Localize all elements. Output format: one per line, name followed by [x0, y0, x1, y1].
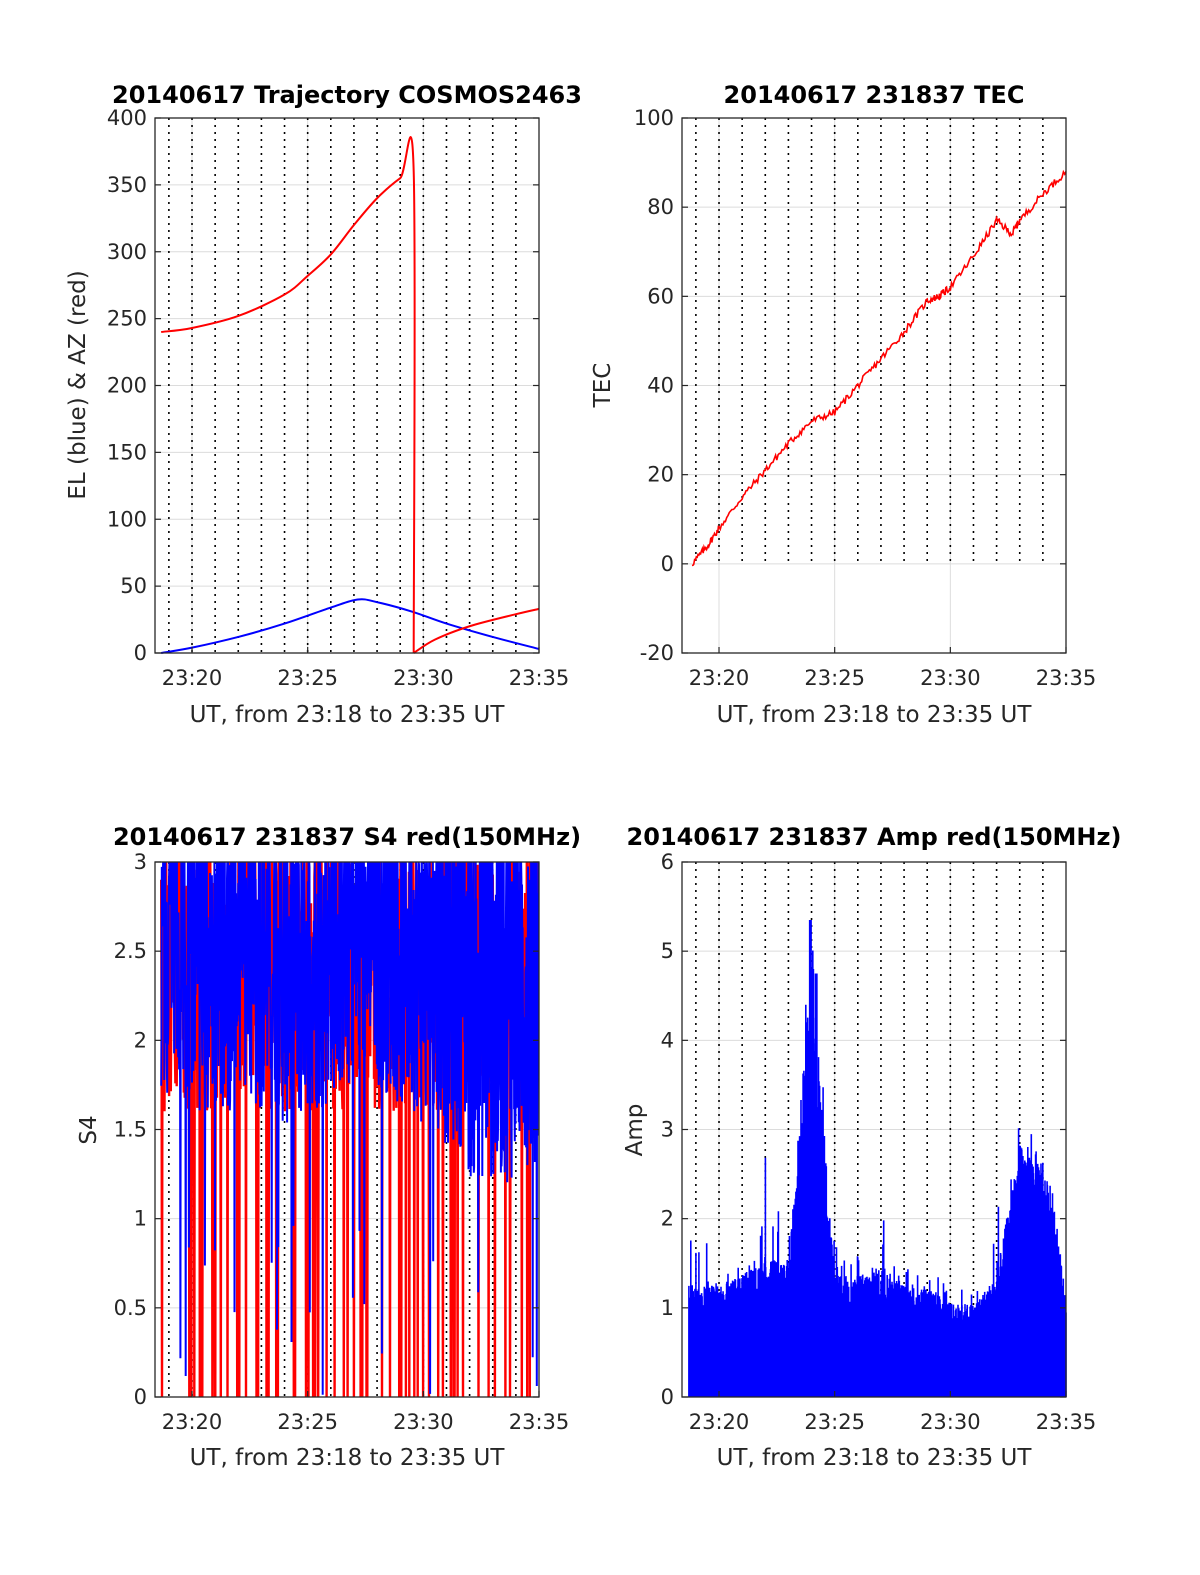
panel-1-ylabel: EL (blue) & AZ (red) [65, 270, 91, 499]
y-tick-label: 2 [661, 1207, 674, 1231]
y-tick-label: 3 [661, 1118, 674, 1142]
panel-amp: 20140617 231837 Amp red(150MHz) Amp UT, … [622, 823, 1121, 1471]
panel-4-title: 20140617 231837 Amp red(150MHz) [627, 823, 1122, 851]
panel-2-ylabel: TEC [590, 363, 616, 409]
y-tick-label: 2 [134, 1028, 147, 1052]
s4-blue-line [160, 862, 539, 1395]
x-tick-label: 23:20 [162, 666, 223, 690]
y-tick-label: 5 [661, 939, 674, 963]
panel-2-title: 20140617 231837 TEC [724, 81, 1025, 109]
x-tick-label: 23:35 [1036, 1410, 1097, 1434]
y-tick-label: 3 [134, 850, 147, 874]
panel-3-xlabel: UT, from 23:18 to 23:35 UT [190, 1445, 506, 1471]
panel-4-ylabel: Amp [622, 1104, 648, 1157]
x-tick-label: 23:35 [509, 666, 570, 690]
panel-1-plot: 0 50 100 150 200 250 300 350 400 23:20 23:25 23:30 2… [107, 106, 569, 690]
y-tick-label: 350 [107, 173, 147, 197]
x-tick-label: 23:20 [689, 1410, 750, 1434]
y-tick-label: 50 [120, 574, 147, 598]
y-tick-label: 150 [107, 440, 147, 464]
x-tick-label: 23:30 [393, 1410, 454, 1434]
y-tick-label: 250 [107, 307, 147, 331]
panel-2-xlabel: UT, from 23:18 to 23:35 UT [717, 702, 1033, 728]
x-tick-label: 23:30 [920, 666, 981, 690]
panel-4-xlabel: UT, from 23:18 to 23:35 UT [717, 1445, 1033, 1471]
x-tick-label: 23:25 [804, 666, 865, 690]
panel-tec: 20140617 231837 TEC TEC UT, from 23:18 t… [590, 81, 1096, 728]
y-tick-label: 0 [134, 641, 147, 665]
y-tick-label: 400 [107, 106, 147, 130]
x-tick-label: 23:25 [804, 1410, 865, 1434]
panel-2-plot: -20 0 20 40 60 80 100 23:20 23:25 23:30 23:35 [634, 106, 1096, 690]
x-tick-label: 23:35 [1036, 666, 1097, 690]
panel-3-title: 20140617 231837 S4 red(150MHz) [113, 823, 581, 851]
y-tick-label: 4 [661, 1028, 674, 1052]
y-tick-label: 60 [647, 284, 674, 308]
y-tick-label: 1.5 [114, 1118, 147, 1142]
amp-spike [808, 919, 818, 1397]
y-tick-label: 80 [647, 195, 674, 219]
y-tick-label: -20 [640, 641, 674, 665]
x-tick-label: 23:35 [509, 1410, 570, 1434]
y-tick-label: 200 [107, 374, 147, 398]
panel-1-title: 20140617 Trajectory COSMOS2463 [112, 81, 582, 109]
y-tick-label: 6 [661, 850, 674, 874]
azimuth-line [161, 136, 540, 654]
x-tick-label: 23:30 [393, 666, 454, 690]
y-tick-label: 20 [647, 463, 674, 487]
y-tick-label: 100 [107, 507, 147, 531]
panel-1-xlabel: UT, from 23:18 to 23:35 UT [190, 702, 506, 728]
y-tick-label: 300 [107, 240, 147, 264]
panel-trajectory: 20140617 Trajectory COSMOS2463 EL (blue)… [65, 81, 582, 728]
x-tick-label: 23:25 [277, 1410, 338, 1434]
x-tick-label: 23:20 [689, 666, 750, 690]
y-tick-label: 0.5 [114, 1296, 147, 1320]
y-tick-label: 1 [134, 1207, 147, 1231]
y-tick-label: 100 [634, 106, 674, 130]
elevation-line [160, 598, 540, 654]
panel-s4: 20140617 231837 S4 red(150MHz) S4 UT, fr… [76, 823, 581, 1471]
y-tick-label: 0 [134, 1385, 147, 1409]
x-tick-label: 23:20 [162, 1410, 223, 1434]
panel-4-plot: 0 1 2 3 4 5 6 23:20 23:25 23:30 23:35 [661, 850, 1097, 1434]
y-tick-label: 2.5 [114, 939, 147, 963]
x-tick-label: 23:30 [920, 1410, 981, 1434]
y-tick-label: 40 [647, 374, 674, 398]
y-tick-label: 0 [661, 552, 674, 576]
tec-line [691, 169, 1067, 567]
x-tick-label: 23:25 [277, 666, 338, 690]
y-tick-label: 0 [661, 1385, 674, 1409]
panel-3-plot: 0 0.5 1 1.5 2 2.5 3 23:20 23:25 23:30 23:35 [114, 850, 570, 1434]
y-tick-label: 1 [661, 1296, 674, 1320]
panel-3-ylabel: S4 [76, 1115, 102, 1144]
